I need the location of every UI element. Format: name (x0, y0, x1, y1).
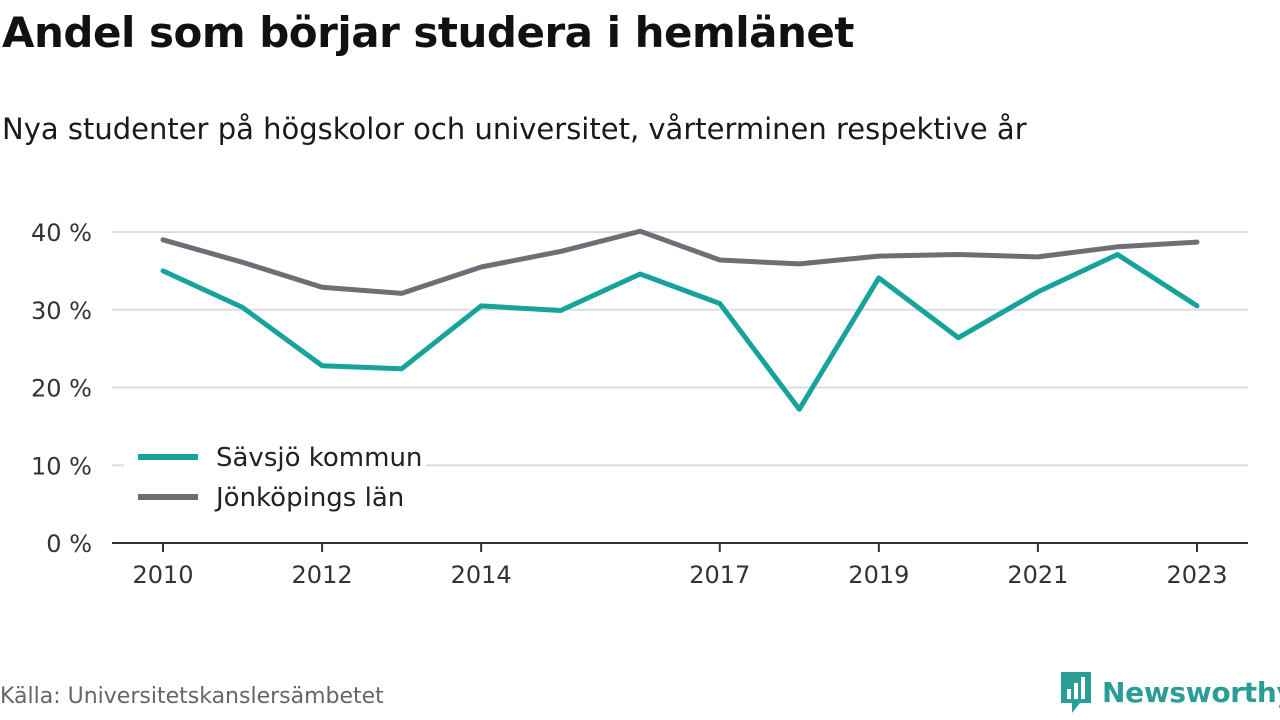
series-lines (160, 228, 1200, 412)
axes: 0 % 10 % 20 % 30 % 40 % 2010 2012 2014 2017 2019 2… (31, 219, 1248, 589)
x-tick-label: 2014 (451, 561, 512, 589)
legend: Sävsjö kommun Jönköpings län (124, 432, 426, 522)
chart-subtitle: Nya studenter på högskolor och universit… (2, 112, 1027, 146)
x-tick-label: 2017 (689, 561, 750, 589)
chart-title: Andel som börjar studera i hemlänet (2, 8, 855, 57)
series-line-jonkoping (160, 228, 1200, 296)
legend-label-jonkoping: Jönköpings län (214, 483, 404, 513)
x-tick-label: 2012 (292, 561, 353, 589)
newsworthy-logo: Newsworthy (1058, 668, 1280, 716)
series-line-savsjo (160, 252, 1200, 412)
y-tick-label: 20 % (31, 375, 92, 403)
x-tick-label: 2021 (1007, 561, 1068, 589)
brand-name: Newsworthy (1102, 675, 1280, 709)
bar-chart-speech-bubble-icon (1061, 672, 1091, 713)
y-tick-label: 10 % (31, 452, 92, 480)
grid-lines (112, 231, 1248, 467)
x-tick-label: 2019 (848, 561, 909, 589)
x-tick-label: 2010 (132, 561, 193, 589)
y-tick-label: 0 % (46, 530, 92, 558)
source-note: Källa: Universitetskanslersämbetet (0, 684, 384, 709)
line-chart: 0 % 10 % 20 % 30 % 40 % 2010 2012 2014 2017 2019 2… (31, 219, 1248, 589)
y-tick-label: 30 % (31, 297, 92, 325)
legend-background (124, 432, 426, 522)
legend-label-savsjo: Sävsjö kommun (216, 443, 422, 473)
x-tick-label: 2023 (1166, 561, 1227, 589)
y-tick-label: 40 % (31, 219, 92, 247)
